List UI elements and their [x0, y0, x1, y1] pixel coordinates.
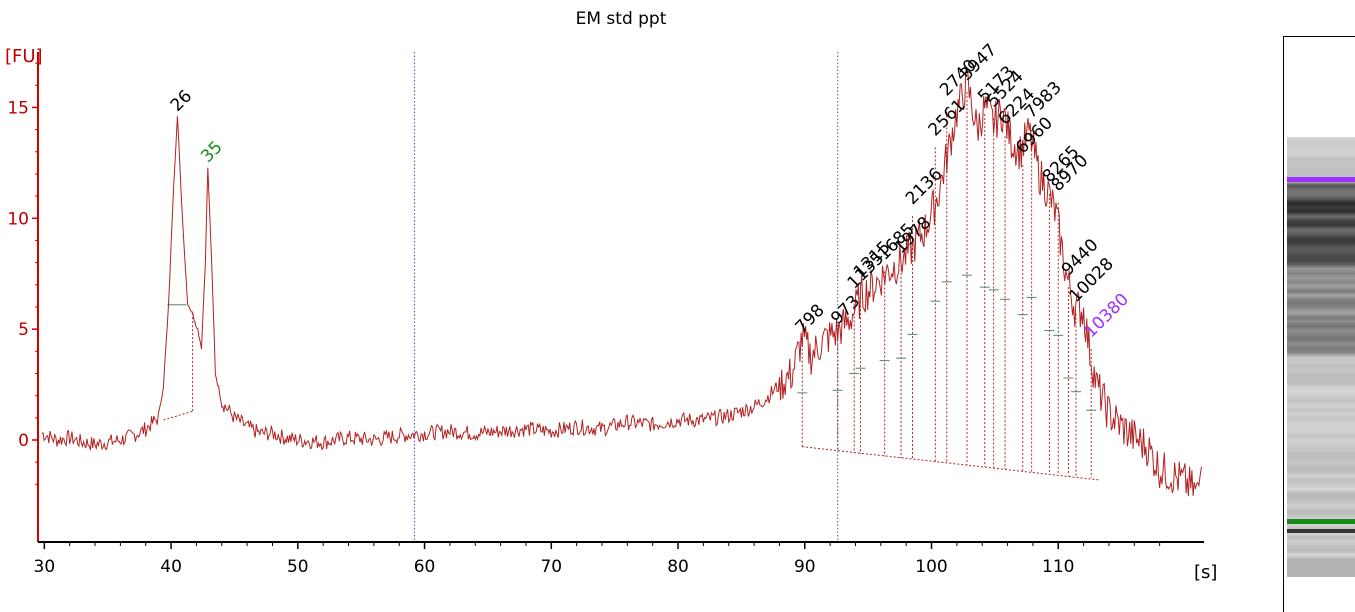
electropherogram-chart: EM std ppt [FU] [s] 0 5 10 15 30 40 50 60 70 80 90…: [5, 9, 1217, 583]
peak-label: 798: [792, 300, 829, 337]
gel-lane: [1287, 137, 1355, 577]
peak-baselines: [163, 91, 1099, 481]
chart-title: EM std ppt: [576, 9, 667, 29]
x-tick-label: 40: [160, 557, 182, 577]
y-axis-label: [FU]: [5, 46, 43, 67]
main-baseline: [802, 446, 1099, 481]
peak-label: 26: [167, 86, 196, 115]
x-tick-label: 30: [34, 557, 56, 577]
gel-dark-band: [1287, 529, 1355, 533]
x-tick-label: 50: [287, 557, 309, 577]
x-tick-label: 100: [915, 557, 947, 577]
axes: 0 5 10 15 30 40 50 60 70 80 90 100 110: [7, 52, 1204, 577]
peak-label: 35: [197, 137, 226, 166]
y-tick-label: 5: [18, 320, 29, 340]
region-lines: [413, 52, 839, 542]
x-axis-label: [s]: [1194, 562, 1217, 583]
y-tick-label: 0: [18, 431, 29, 451]
x-tick-label: 80: [667, 557, 689, 577]
y-tick-label: 10: [7, 209, 29, 229]
peak-labels: 2635798973113513151685197821362561274039…: [167, 40, 1133, 342]
gel-image: [1283, 36, 1355, 612]
lower-marker-baseline: [163, 410, 193, 421]
trace-line: [41, 67, 1202, 497]
x-tick-label: 110: [1042, 557, 1074, 577]
x-tick-label: 70: [540, 557, 562, 577]
x-tick-label: 60: [414, 557, 436, 577]
gel-upper-marker-band: [1287, 177, 1355, 182]
x-tick-label: 90: [794, 557, 816, 577]
y-tick-label: 15: [7, 98, 29, 118]
gel-lower-marker-band: [1287, 519, 1355, 524]
